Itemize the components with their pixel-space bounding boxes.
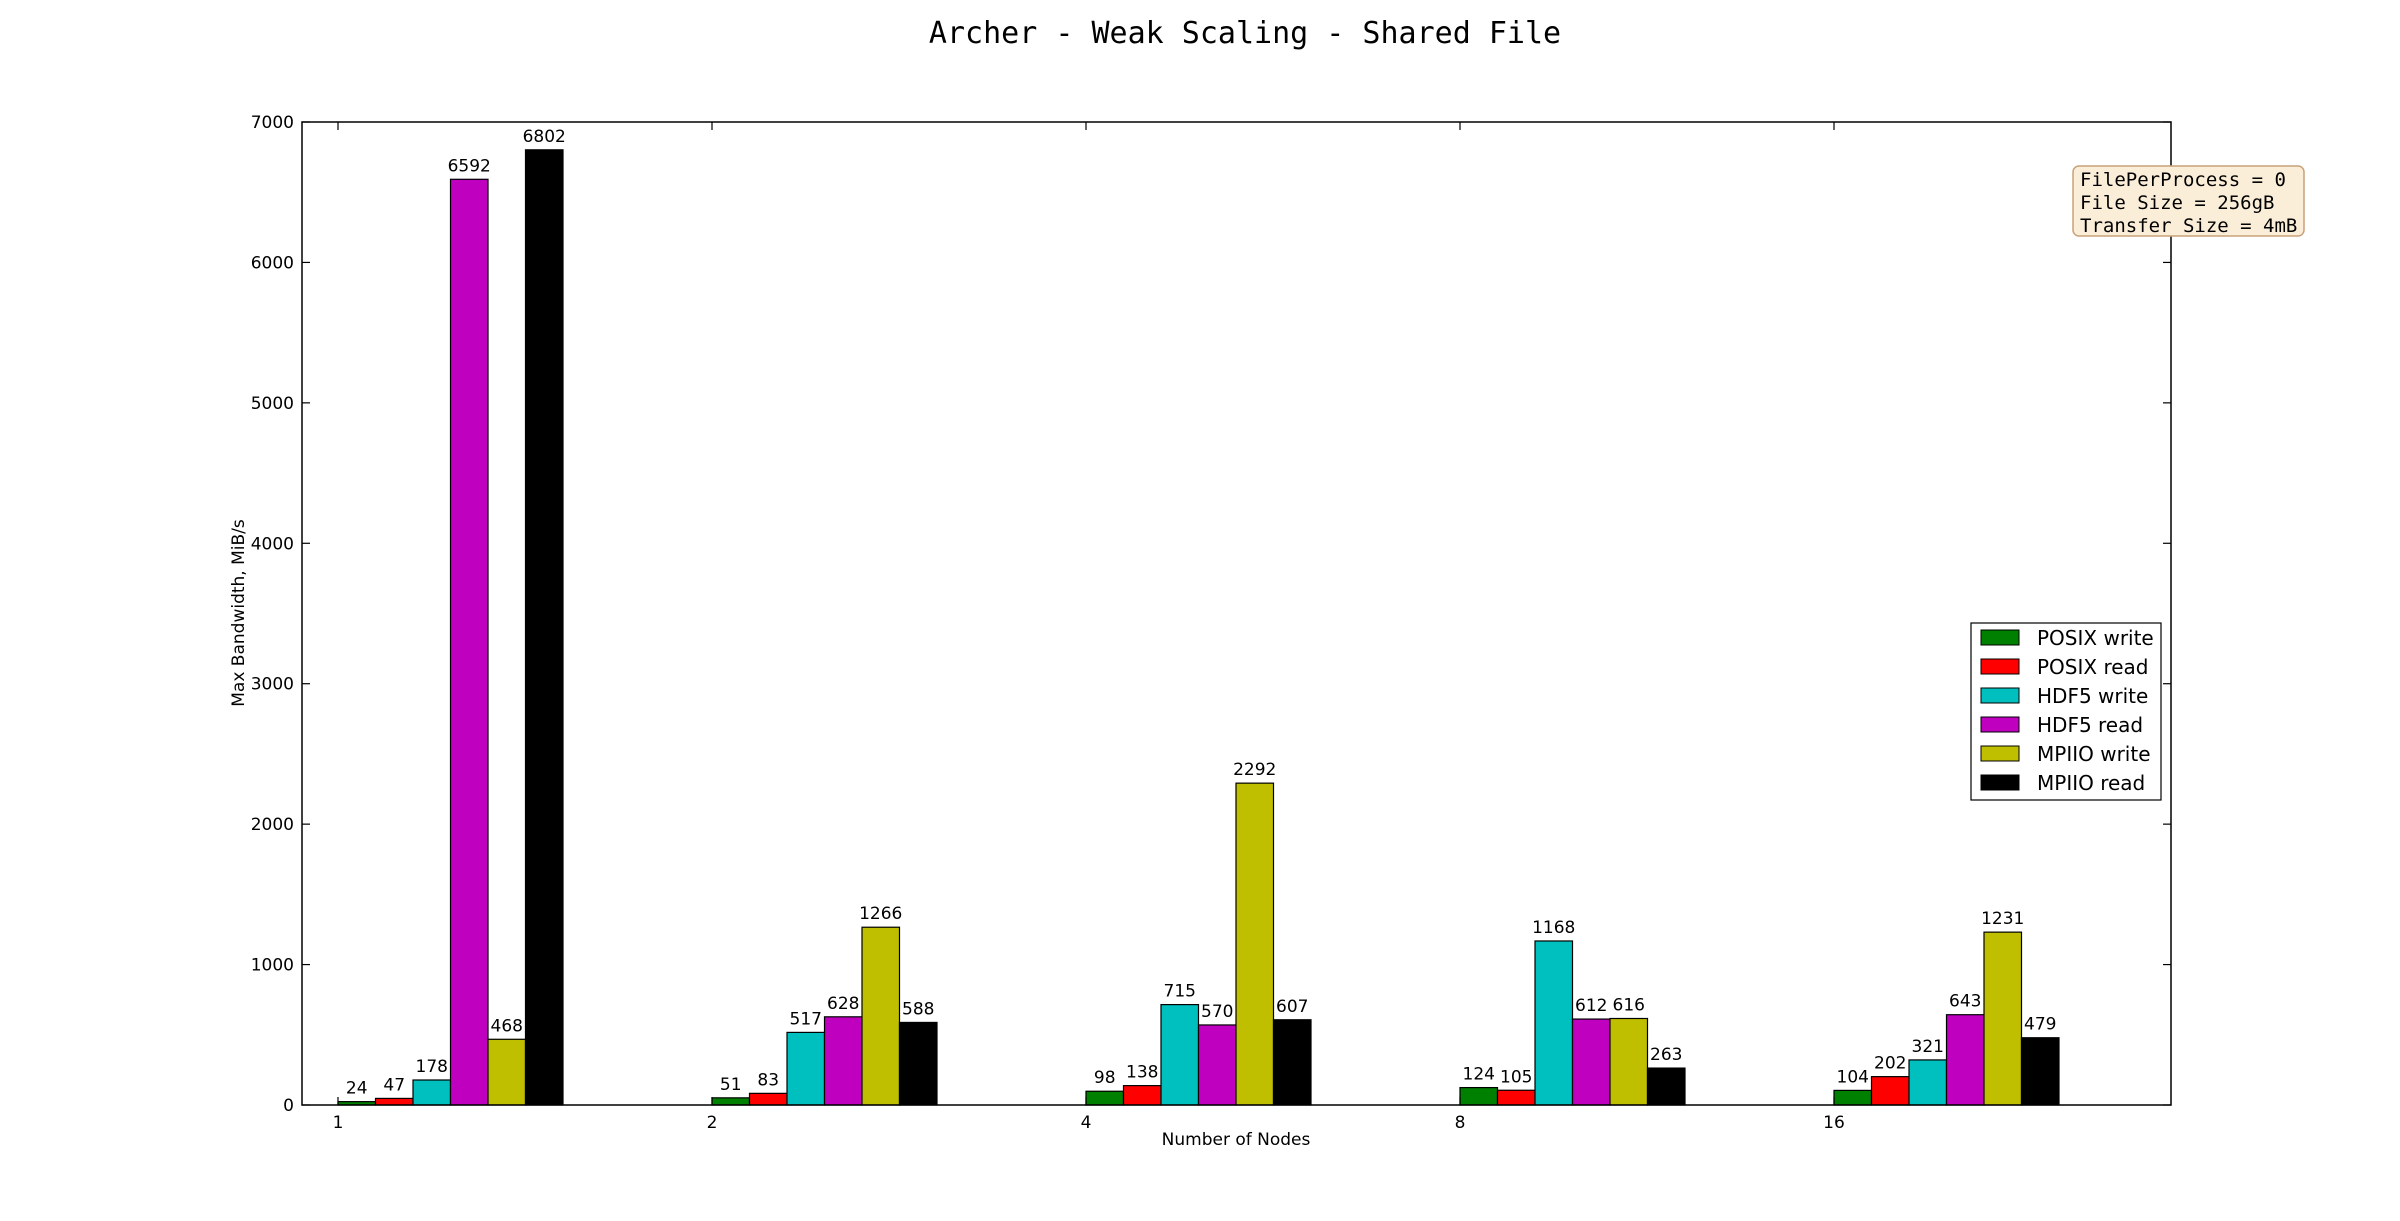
y-tick-label: 0 xyxy=(283,1096,294,1116)
data-label: 138 xyxy=(1126,1063,1158,1083)
data-label: 6592 xyxy=(448,156,491,176)
legend-swatch-posix-read xyxy=(1980,658,2020,675)
bar-posix-read-1 xyxy=(374,1097,414,1106)
data-label: 517 xyxy=(790,1009,822,1029)
data-label: 47 xyxy=(383,1075,405,1095)
x-tick-label: 2 xyxy=(707,1113,718,1133)
data-label: 51 xyxy=(720,1075,742,1095)
chart-title: Archer - Weak Scaling - Shared File xyxy=(929,16,1561,51)
y-tick-label: 4000 xyxy=(251,534,294,554)
data-label: 628 xyxy=(827,994,859,1014)
data-label: 1168 xyxy=(1532,918,1575,938)
x-axis-label: Number of Nodes xyxy=(1162,1130,1311,1150)
bar-posix-read-2 xyxy=(748,1092,788,1106)
y-tick-label: 1000 xyxy=(251,956,294,976)
data-label: 104 xyxy=(1837,1067,1869,1087)
bar-hdf5-write-1 xyxy=(412,1079,452,1106)
y-tick-label: 7000 xyxy=(251,113,294,133)
data-label: 479 xyxy=(2024,1015,2056,1035)
annotation-line-1: FilePerProcess = 0 xyxy=(2080,169,2286,191)
data-label: 83 xyxy=(757,1070,779,1090)
legend-label: HDF5 write xyxy=(2037,684,2148,708)
bar-mpiio-read-16 xyxy=(2020,1037,2060,1106)
bar-hdf5-write-16 xyxy=(1908,1059,1948,1106)
annotation-box xyxy=(2072,165,2305,237)
x-tick-label: 4 xyxy=(1081,1113,1092,1133)
bar-posix-write-8 xyxy=(1459,1086,1499,1106)
data-label: 1231 xyxy=(1981,909,2024,929)
legend-swatch-posix-write xyxy=(1980,629,2020,646)
legend-swatch-mpiio-read xyxy=(1980,774,2020,791)
data-label: 468 xyxy=(491,1016,523,1036)
bar-hdf5-write-8 xyxy=(1534,940,1574,1106)
bar-posix-write-16 xyxy=(1833,1089,1873,1106)
y-tick-label: 3000 xyxy=(251,675,294,695)
data-label: 612 xyxy=(1575,996,1607,1016)
legend-label: POSIX read xyxy=(2037,655,2149,679)
bar-mpiio-write-8 xyxy=(1609,1017,1649,1106)
bar-mpiio-read-8 xyxy=(1646,1067,1686,1106)
y-tick-label: 2000 xyxy=(251,815,294,835)
bar-posix-write-2 xyxy=(711,1097,751,1106)
y-tick-label: 6000 xyxy=(251,253,294,273)
data-label: 2292 xyxy=(1233,760,1276,780)
data-label: 588 xyxy=(902,999,934,1019)
bar-mpiio-read-2 xyxy=(898,1021,938,1106)
data-label: 98 xyxy=(1094,1068,1116,1088)
annotation-line-2: File Size = 256gB xyxy=(2080,192,2274,214)
data-label: 643 xyxy=(1949,992,1981,1012)
y-axis-label: Max Bandwidth, MiB/s xyxy=(229,519,249,707)
data-label: 178 xyxy=(416,1057,448,1077)
legend: POSIX write POSIX read HDF5 write HDF5 read… xyxy=(1970,622,2162,801)
y-tick-label: 5000 xyxy=(251,394,294,414)
bar-hdf5-read-2 xyxy=(823,1016,863,1106)
plot-frame xyxy=(301,121,2172,1106)
legend-frame xyxy=(1970,622,2162,801)
legend-swatch-hdf5-write xyxy=(1980,687,2020,704)
bar-hdf5-read-8 xyxy=(1571,1018,1611,1106)
data-label: 607 xyxy=(1276,997,1308,1017)
data-label: 202 xyxy=(1874,1054,1906,1074)
bar-hdf5-read-4 xyxy=(1197,1024,1237,1106)
x-tick-label: 16 xyxy=(1823,1113,1845,1133)
x-tick-label: 1 xyxy=(333,1113,344,1133)
data-label: 616 xyxy=(1613,995,1645,1015)
bar-mpiio-write-2 xyxy=(861,926,901,1106)
bar-mpiio-write-4 xyxy=(1235,782,1275,1106)
bar-posix-read-4 xyxy=(1122,1085,1162,1106)
data-label: 715 xyxy=(1164,982,1196,1002)
bar-posix-read-16 xyxy=(1870,1076,1910,1106)
data-label: 1266 xyxy=(859,904,902,924)
legend-label: MPIIO read xyxy=(2037,771,2145,795)
bar-posix-write-4 xyxy=(1085,1090,1125,1106)
legend-label: HDF5 read xyxy=(2037,713,2143,737)
bar-hdf5-write-4 xyxy=(1160,1003,1200,1106)
bar-mpiio-read-1 xyxy=(524,149,564,1106)
data-label: 124 xyxy=(1463,1065,1495,1085)
data-label: 570 xyxy=(1201,1002,1233,1022)
legend-swatch-mpiio-write xyxy=(1980,745,2020,762)
bar-mpiio-write-16 xyxy=(1983,931,2023,1106)
data-label: 24 xyxy=(346,1079,368,1099)
x-tick-label: 8 xyxy=(1455,1113,1466,1133)
legend-label: MPIIO write xyxy=(2037,742,2151,766)
legend-label: POSIX write xyxy=(2037,626,2154,650)
parameters-annotation: FilePerProcess = 0 File Size = 256gB Tra… xyxy=(2072,165,2305,237)
annotation-line-3: Transfer Size = 4mB xyxy=(2080,215,2297,237)
bar-hdf5-read-16 xyxy=(1945,1014,1985,1106)
bar-hdf5-write-2 xyxy=(786,1031,826,1106)
bar-mpiio-read-4 xyxy=(1272,1019,1312,1106)
data-label: 6802 xyxy=(523,127,566,147)
bar-mpiio-write-1 xyxy=(487,1038,527,1106)
bar-posix-read-8 xyxy=(1496,1089,1536,1106)
legend-swatch-hdf5-read xyxy=(1980,716,2020,733)
data-label: 105 xyxy=(1500,1067,1532,1087)
data-label: 263 xyxy=(1650,1045,1682,1065)
bar-hdf5-read-1 xyxy=(449,178,489,1106)
data-label: 321 xyxy=(1912,1037,1944,1057)
